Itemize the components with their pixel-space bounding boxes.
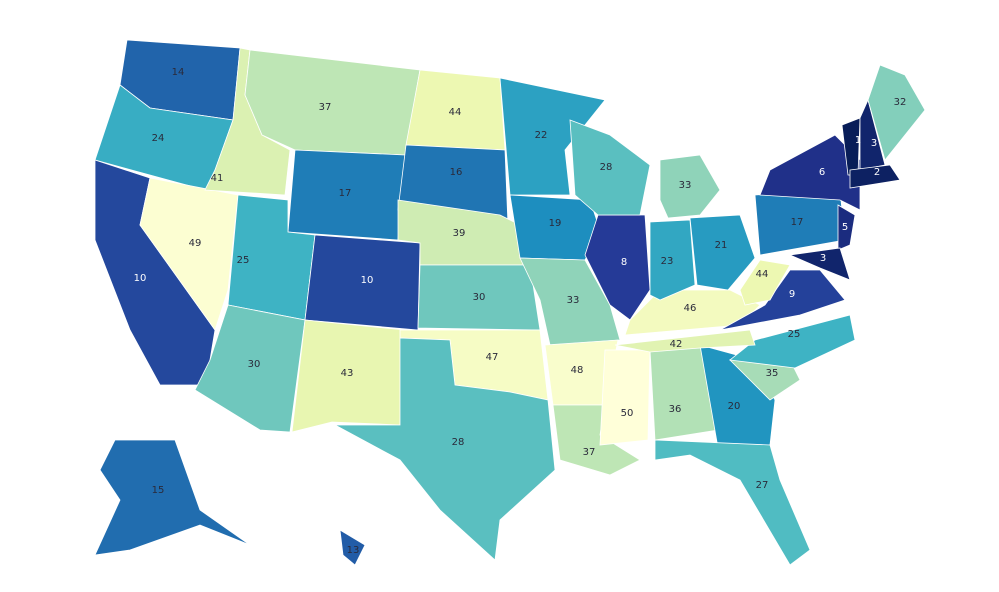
- state: [788, 247, 851, 281]
- state: [614, 329, 756, 353]
- state-label: 30: [248, 359, 261, 370]
- state-label: 22: [535, 130, 548, 141]
- state: [499, 77, 606, 196]
- state-label: 17: [791, 217, 804, 228]
- state: [584, 214, 651, 321]
- state: [837, 204, 856, 251]
- state-label: 9: [789, 289, 795, 300]
- state-label: 14: [172, 67, 185, 78]
- state-label: 15: [152, 485, 165, 496]
- state-label: 44: [449, 107, 462, 118]
- state-label: 37: [319, 102, 332, 113]
- state-label: 47: [486, 352, 499, 363]
- state-label: 6: [819, 167, 825, 178]
- state-label: 27: [756, 480, 769, 491]
- state: [654, 439, 811, 566]
- state: [849, 164, 901, 189]
- state: [659, 154, 721, 219]
- state-label: 41: [211, 173, 224, 184]
- state: [729, 314, 856, 369]
- state-label: 46: [684, 303, 697, 314]
- state-label: 3: [871, 138, 877, 149]
- state-label: 19: [549, 218, 562, 229]
- state-label: 1: [855, 135, 861, 146]
- state: [291, 319, 406, 433]
- state: [649, 219, 696, 301]
- state-label: 10: [134, 273, 147, 284]
- state-label: 24: [152, 133, 165, 144]
- state: [139, 177, 239, 331]
- state: [867, 64, 926, 161]
- state-label: 13: [347, 545, 360, 556]
- state: [334, 337, 556, 561]
- state-label: 23: [661, 256, 674, 267]
- state-label: 28: [600, 162, 613, 173]
- state-label: 25: [237, 255, 250, 266]
- state-label: 33: [567, 295, 580, 306]
- state-label: 43: [341, 368, 354, 379]
- state-label: 20: [728, 401, 741, 412]
- state-label: 3: [820, 253, 826, 264]
- state-label: 8: [621, 257, 627, 268]
- state: [739, 259, 791, 306]
- state-label: 42: [670, 339, 683, 350]
- state: [244, 49, 421, 156]
- state-label: 39: [453, 228, 466, 239]
- state-label: 48: [571, 365, 584, 376]
- state: [859, 98, 886, 171]
- state-label: 2: [874, 167, 880, 178]
- state: [519, 257, 621, 346]
- state-label: 44: [756, 269, 769, 280]
- state-label: 35: [766, 368, 779, 379]
- state: [569, 119, 651, 216]
- state: [759, 134, 861, 211]
- state-label: 49: [189, 238, 202, 249]
- state: [719, 269, 846, 331]
- state-label: 17: [339, 188, 352, 199]
- state-label: 21: [715, 240, 728, 251]
- state-label: 16: [450, 167, 463, 178]
- state: [339, 529, 366, 566]
- state: [599, 349, 651, 446]
- state-label: 10: [361, 275, 374, 286]
- state-label: 36: [669, 404, 682, 415]
- state: [94, 439, 251, 556]
- state: [689, 214, 756, 291]
- state-label: 5: [842, 222, 848, 233]
- state-label: 33: [679, 180, 692, 191]
- state-label: 32: [894, 97, 907, 108]
- state-label: 28: [452, 437, 465, 448]
- state-shapes: [94, 39, 926, 566]
- state-labels: 1424104941371725103043441639304728221933…: [134, 67, 907, 556]
- state-label: 30: [473, 292, 486, 303]
- state-label: 37: [583, 447, 596, 458]
- state-label: 25: [788, 329, 801, 340]
- state-label: 50: [621, 408, 634, 419]
